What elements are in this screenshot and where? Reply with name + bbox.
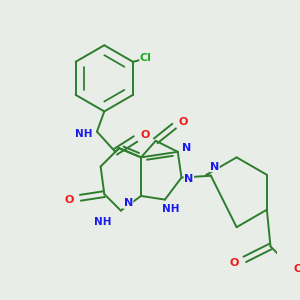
Text: O: O (65, 195, 74, 205)
Text: O: O (140, 130, 149, 140)
Text: NH: NH (162, 204, 179, 214)
Text: N: N (124, 198, 133, 208)
Text: NH: NH (94, 217, 111, 227)
Text: NH: NH (75, 129, 93, 140)
Text: O: O (178, 117, 188, 128)
Text: N: N (184, 174, 194, 184)
Text: N: N (182, 143, 192, 153)
Text: Cl: Cl (140, 53, 152, 63)
Text: O: O (293, 263, 300, 274)
Text: N: N (210, 161, 219, 172)
Text: O: O (229, 258, 239, 268)
